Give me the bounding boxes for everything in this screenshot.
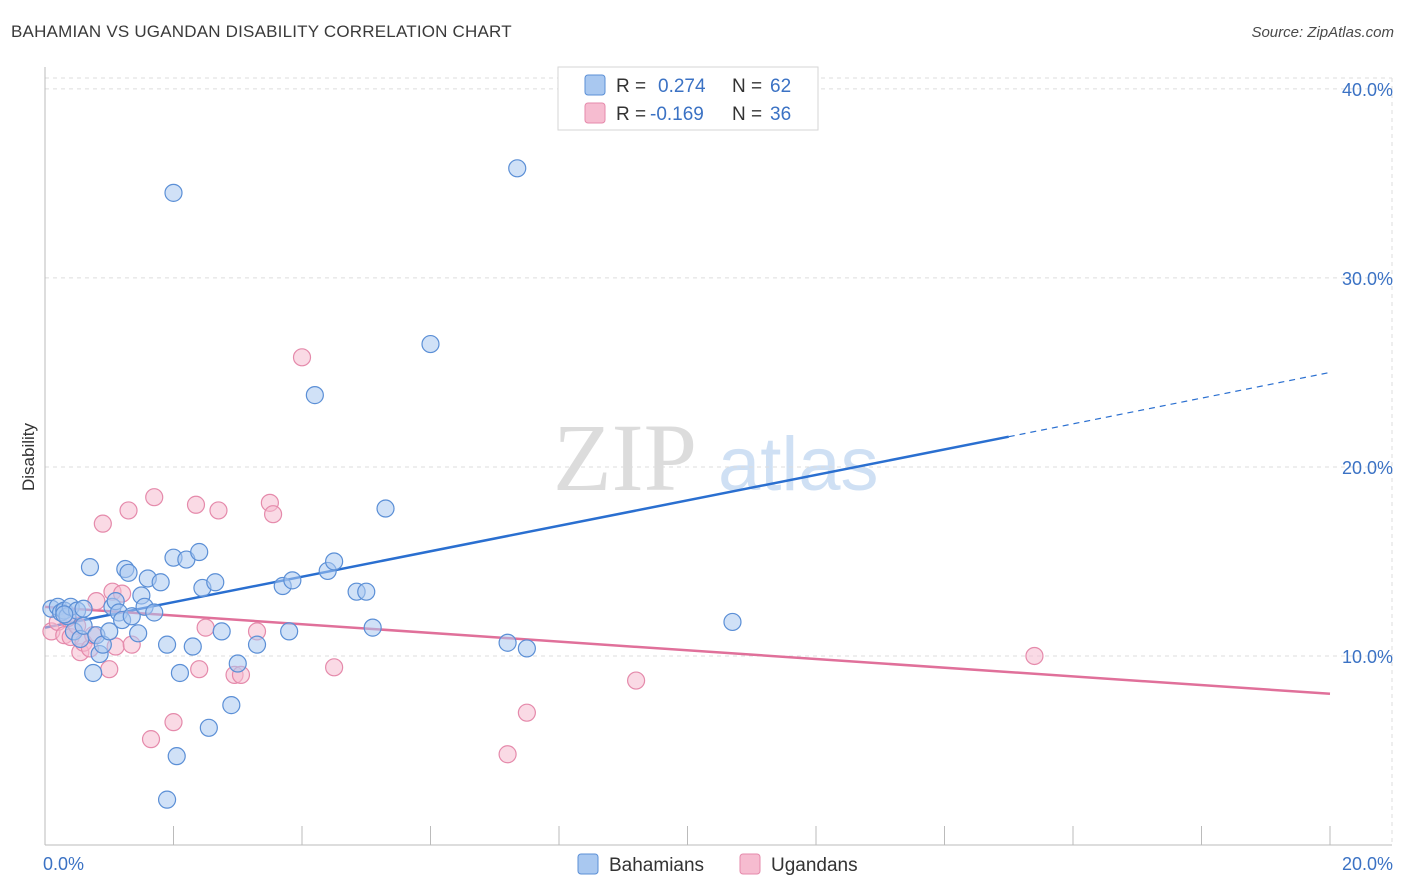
bahamian-point xyxy=(421,334,440,354)
bahamian-point xyxy=(508,159,527,178)
bahamian-point xyxy=(222,696,241,715)
bahamian-point xyxy=(305,386,324,405)
ugandan-point xyxy=(517,703,536,722)
ugandan-point xyxy=(325,658,344,677)
legend-n-value-blue: 62 xyxy=(770,76,791,97)
bahamian-point xyxy=(157,790,177,809)
tick-labels: 10.0% 20.0% 30.0% 40.0% 0.0% 20.0% xyxy=(43,80,1393,874)
ugandan-trend-line xyxy=(44,605,1331,696)
y-tick-label: 20.0% xyxy=(1342,458,1393,478)
bahamian-point xyxy=(228,654,247,673)
watermark-zip: ZIP xyxy=(553,404,697,511)
ugandan-point xyxy=(119,501,138,520)
bahamian-point xyxy=(164,183,183,202)
ugandan-point xyxy=(145,488,164,507)
bahamian-point xyxy=(325,552,344,571)
bahamian-point xyxy=(119,563,138,582)
legend-n-label-blue: N = xyxy=(732,76,762,97)
bahamian-point xyxy=(206,573,225,592)
bahamian-point xyxy=(145,603,164,622)
ugandan-point xyxy=(164,713,183,732)
ugandan-point xyxy=(209,501,228,520)
bahamian-point xyxy=(84,663,103,683)
bahamian-point xyxy=(376,499,395,518)
stats-legend: R = 0.274 N = 62 R = -0.169 N = 36 xyxy=(557,66,819,131)
bahamian-point xyxy=(80,558,100,577)
ugandan-point xyxy=(100,660,119,679)
ugandan-point xyxy=(190,660,209,679)
x-tick-label: 20.0% xyxy=(1342,854,1393,874)
ugandan-point xyxy=(93,514,112,533)
ugandan-point xyxy=(498,745,517,764)
bahamian-point xyxy=(280,622,299,641)
bahamian-point xyxy=(151,573,170,592)
bahamian-point xyxy=(55,605,74,624)
bahamian-point xyxy=(212,622,231,641)
bahamian-trend-line xyxy=(44,435,1009,629)
bahamian-point xyxy=(723,612,742,632)
bahamian-point xyxy=(517,639,536,658)
ugandan-point xyxy=(1025,646,1044,666)
legend-n-label-pink: N = xyxy=(732,104,762,125)
bahamian-trend-extension xyxy=(1008,371,1331,438)
watermark-atlas: atlas xyxy=(718,422,879,507)
bahamian-point xyxy=(498,633,517,652)
bahamian-point xyxy=(199,718,218,737)
legend-swatch-blue xyxy=(584,74,606,96)
ugandan-point xyxy=(292,348,312,367)
legend-swatch-pink xyxy=(584,102,606,124)
data-points xyxy=(42,159,1044,809)
ugandan-point xyxy=(263,505,283,524)
bahamian-point xyxy=(167,747,186,766)
ugandan-point xyxy=(141,730,161,749)
bahamian-point xyxy=(157,635,177,654)
series-swatch-ugandans xyxy=(739,853,761,875)
legend-r-label-pink: R = xyxy=(616,104,646,125)
series-legend: Bahamians Ugandans xyxy=(577,853,858,876)
ugandan-point xyxy=(196,618,215,637)
bahamian-point xyxy=(247,635,267,654)
bahamian-point xyxy=(129,624,148,643)
series-label-ugandans: Ugandans xyxy=(771,855,858,876)
series-label-bahamians: Bahamians xyxy=(609,855,704,876)
bahamian-point xyxy=(170,663,190,683)
bahamian-point xyxy=(357,582,376,601)
x-tick-label: 0.0% xyxy=(43,854,84,874)
bahamian-point xyxy=(363,618,382,637)
legend-n-value-pink: 36 xyxy=(770,104,791,125)
chart-title: BAHAMIAN VS UGANDAN DISABILITY CORRELATI… xyxy=(11,22,512,41)
legend-r-value-pink: -0.169 xyxy=(650,104,704,125)
bahamian-point xyxy=(190,542,209,562)
ugandan-point xyxy=(186,495,206,514)
y-tick-label: 10.0% xyxy=(1342,647,1393,667)
series-swatch-bahamians xyxy=(577,853,599,875)
legend-r-value-blue: 0.274 xyxy=(658,76,706,97)
legend-r-label-blue: R = xyxy=(616,76,646,97)
bahamian-point xyxy=(100,622,119,641)
source-label: Source: ZipAtlas.com xyxy=(1251,24,1394,41)
bahamian-point xyxy=(122,607,141,626)
axes xyxy=(44,67,1392,846)
y-tick-label: 30.0% xyxy=(1342,269,1393,289)
y-axis-title: Disability xyxy=(19,422,38,491)
ugandan-point xyxy=(626,671,646,690)
bahamian-point xyxy=(283,571,302,590)
bahamian-point xyxy=(74,599,93,618)
bahamian-point xyxy=(183,637,202,656)
y-tick-label: 40.0% xyxy=(1342,80,1393,100)
